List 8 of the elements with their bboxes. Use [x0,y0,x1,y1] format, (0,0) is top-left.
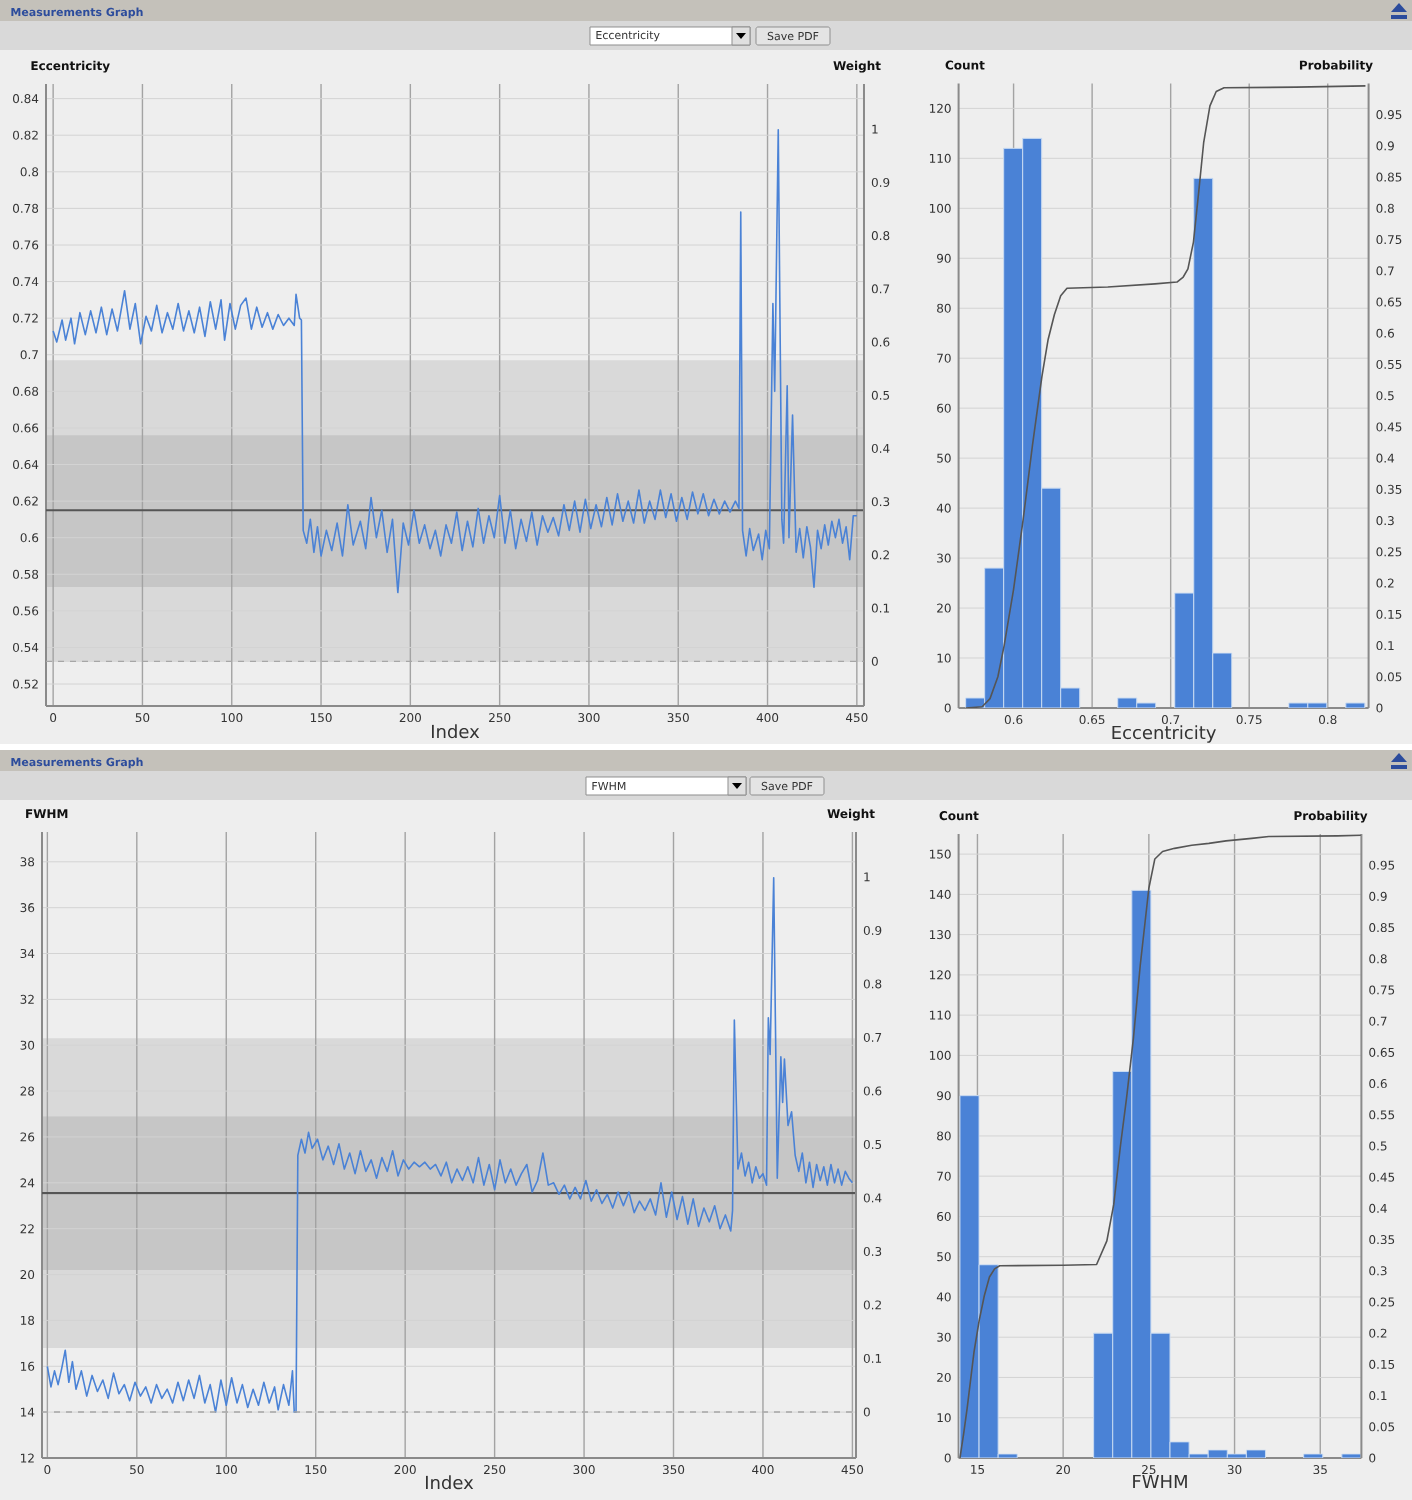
x-axis-title: Eccentricity [1112,725,1216,743]
line-series [46,877,854,1413]
x-axis-title: FWHM [1133,1474,1187,1488]
line-series [52,128,858,594]
x-axis-title: Index [431,724,480,739]
line-series [964,85,1367,708]
line-series [959,834,1362,1458]
x-axis-title: Index [425,1475,474,1490]
